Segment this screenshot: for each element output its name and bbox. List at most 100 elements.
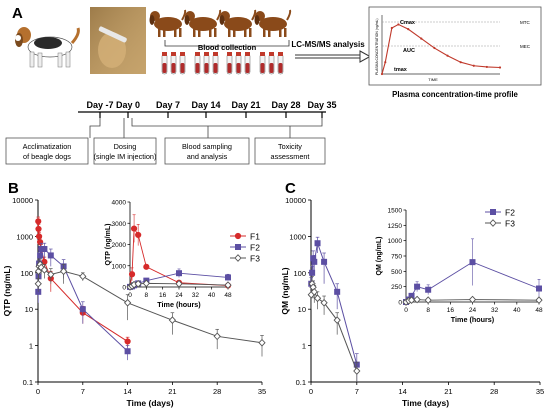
mini-pk-point bbox=[498, 66, 502, 69]
inset-y-tick-label: 1000 bbox=[388, 238, 403, 245]
timeline: Day -7 Day 0 Day 7 Day 14 Day 21 Day 28 Day 35 bbox=[86, 100, 337, 118]
timeline-box-line: Dosing bbox=[114, 142, 137, 151]
timeline-box-line: and analysis bbox=[187, 152, 228, 161]
timeline-day-label: Day 21 bbox=[231, 100, 260, 110]
lcms-label: LC-MS/MS analysis bbox=[291, 40, 365, 49]
blood-tube bbox=[244, 52, 251, 75]
mini-pk-point bbox=[472, 64, 475, 67]
inset-x-tick-label: 32 bbox=[491, 307, 499, 314]
data-point bbox=[235, 244, 241, 250]
y-tick-label: 1 bbox=[29, 342, 33, 351]
data-point bbox=[535, 296, 543, 305]
timeline-day-label: Day -7 bbox=[86, 100, 113, 110]
series-F1 bbox=[35, 216, 131, 348]
data-point bbox=[310, 287, 318, 296]
data-point bbox=[234, 232, 242, 240]
blood-tube bbox=[268, 52, 275, 75]
inset-y-tick-label: 750 bbox=[391, 254, 402, 261]
data-point bbox=[130, 225, 138, 232]
y-tick-label: 100 bbox=[20, 269, 33, 278]
inset-x-tick-label: 32 bbox=[192, 292, 200, 299]
data-point bbox=[224, 281, 232, 289]
data-point bbox=[59, 267, 68, 276]
injection-photo bbox=[90, 7, 146, 74]
data-point bbox=[134, 279, 142, 288]
timeline-connectors bbox=[89, 118, 323, 138]
timeline-box-line: of beagle dogs bbox=[23, 152, 71, 161]
y-axis-label: QM (ng/mL) bbox=[280, 267, 290, 314]
data-point bbox=[321, 258, 328, 265]
y-tick-label: 10000 bbox=[285, 196, 306, 205]
legend-item: F3 bbox=[230, 254, 260, 264]
mini-cmax: Cmax bbox=[400, 20, 416, 26]
data-point bbox=[124, 348, 131, 355]
y-tick-label: 1000 bbox=[289, 232, 306, 241]
data-point bbox=[37, 263, 45, 272]
data-point bbox=[142, 279, 150, 288]
data-point bbox=[135, 231, 142, 239]
x-tick-label: 7 bbox=[81, 387, 85, 396]
inset-y-axis-label: QTP (ng/mL) bbox=[105, 224, 112, 266]
data-point bbox=[258, 338, 266, 347]
data-point bbox=[413, 295, 421, 304]
timeline-day-label: Day 0 bbox=[116, 100, 140, 110]
panel-label-a: A bbox=[12, 5, 23, 22]
data-point bbox=[176, 270, 182, 277]
data-point bbox=[313, 294, 322, 303]
data-point bbox=[37, 252, 44, 259]
blood-tube bbox=[235, 52, 242, 75]
blood-tube bbox=[212, 52, 219, 75]
x-tick-label: 21 bbox=[444, 387, 452, 396]
timeline-day-label: Day 14 bbox=[191, 100, 220, 110]
blood-tube bbox=[179, 52, 186, 75]
series-F3 bbox=[307, 275, 361, 382]
data-point bbox=[225, 274, 231, 281]
inset-x-tick-label: 8 bbox=[145, 292, 149, 299]
data-point bbox=[143, 263, 150, 270]
mini-mtc: MTC bbox=[520, 20, 530, 25]
dog-silhouette bbox=[219, 9, 257, 37]
x-tick-label: 35 bbox=[258, 387, 266, 396]
x-axis-label: Time (days) bbox=[126, 398, 173, 408]
data-point bbox=[123, 298, 132, 307]
inset-series-F3 bbox=[126, 279, 232, 291]
inset-chart: 0 1000 2000 3000 4000 0 8 16 24 32 40 48 Time (hours… bbox=[105, 196, 232, 309]
data-point bbox=[175, 279, 183, 288]
mini-pk-point bbox=[390, 26, 393, 30]
mini-tmax: tmax bbox=[394, 67, 408, 73]
data-point bbox=[320, 298, 328, 307]
mini-xlabel: TIME bbox=[428, 77, 438, 82]
x-tick-label: 28 bbox=[213, 387, 221, 396]
dog-silhouette bbox=[149, 9, 187, 37]
blood-collection-label: Blood collection bbox=[198, 43, 257, 52]
blood-tube bbox=[277, 52, 284, 75]
x-tick-label: 14 bbox=[398, 387, 406, 396]
inset-y-tick-label: 0 bbox=[122, 285, 126, 292]
inset-y-tick-label: 0 bbox=[398, 300, 402, 307]
inset-y-tick-label: 1000 bbox=[112, 263, 127, 270]
series-F2 bbox=[35, 242, 131, 361]
mini-pk-point bbox=[380, 72, 384, 76]
data-point bbox=[34, 279, 42, 288]
y-tick-label: 1 bbox=[302, 342, 306, 351]
series-line bbox=[310, 241, 358, 365]
data-point bbox=[407, 296, 416, 305]
timeline-box-line: assessment bbox=[271, 152, 310, 161]
x-tick-label: 21 bbox=[168, 387, 176, 396]
timeline-day-label: Day 7 bbox=[156, 100, 180, 110]
timeline-box-line: Acclimatization bbox=[23, 142, 72, 151]
mini-pk-point bbox=[384, 61, 387, 64]
y-tick-label: 10 bbox=[298, 305, 306, 314]
inset-x-tick-label: 0 bbox=[404, 307, 408, 314]
x-axis-label: Time (days) bbox=[402, 398, 449, 408]
data-point bbox=[234, 254, 242, 262]
inset-x-tick-label: 24 bbox=[469, 307, 477, 314]
data-point bbox=[414, 283, 421, 290]
data-point bbox=[536, 285, 542, 292]
data-point bbox=[47, 270, 55, 279]
